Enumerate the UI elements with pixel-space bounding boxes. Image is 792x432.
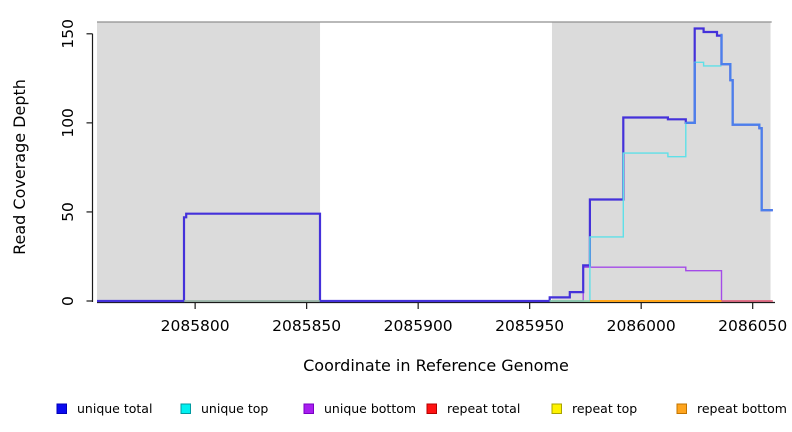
- legend: unique total unique top unique bottom repea…: [56, 401, 787, 416]
- series-unique-top: [549, 61, 722, 302]
- legend-item-unique-bottom: unique bottom: [303, 401, 416, 416]
- legend-label: unique top: [201, 401, 268, 416]
- y-tick-label: 100: [59, 108, 77, 138]
- legend-item-unique-total: unique total: [56, 401, 152, 416]
- legend-item-repeat-total: repeat total: [426, 401, 520, 416]
- x-tick-label: 2085900: [384, 317, 453, 335]
- y-tick-label: 0: [59, 296, 77, 306]
- x-tick-label: 2085850: [272, 317, 341, 335]
- legend-label: unique total: [77, 401, 152, 416]
- legend-item-repeat-bottom: repeat bottom: [676, 401, 787, 416]
- y-axis-title: Read Coverage Depth: [10, 79, 29, 255]
- legend-item-unique-top: unique top: [180, 401, 268, 416]
- x-axis-title: Coordinate in Reference Genome: [303, 356, 569, 375]
- legend-swatch: [56, 403, 67, 414]
- series-group: [97, 27, 773, 303]
- x-tick-label: 2085800: [161, 317, 230, 335]
- legend-item-repeat-top: repeat top: [551, 401, 637, 416]
- legend-label: unique bottom: [324, 401, 416, 416]
- legend-label: repeat bottom: [697, 401, 787, 416]
- legend-label: repeat total: [447, 401, 520, 416]
- legend-swatch: [551, 403, 562, 414]
- series-total-top-overlap-b: [720, 33, 773, 212]
- x-tick-label: 2086050: [718, 317, 787, 335]
- legend-swatch: [426, 403, 437, 414]
- plot-background-group: [97, 21, 772, 302]
- x-tick-label: 2086000: [607, 317, 676, 335]
- legend-swatch: [303, 403, 314, 414]
- legend-swatch: [180, 403, 191, 414]
- y-tick-label: 150: [59, 19, 77, 49]
- legend-label: repeat top: [572, 401, 637, 416]
- shaded-region-0: [97, 22, 321, 302]
- shaded-region-1: [551, 22, 771, 302]
- x-tick-label: 2085950: [495, 317, 564, 335]
- legend-swatch: [676, 403, 687, 414]
- axes-group: 0 50 100 150 2085800 2085850 2085900 2085950 208…: [59, 19, 787, 335]
- y-tick-label: 50: [59, 202, 77, 222]
- series-total-top-overlap-a: [685, 62, 696, 125]
